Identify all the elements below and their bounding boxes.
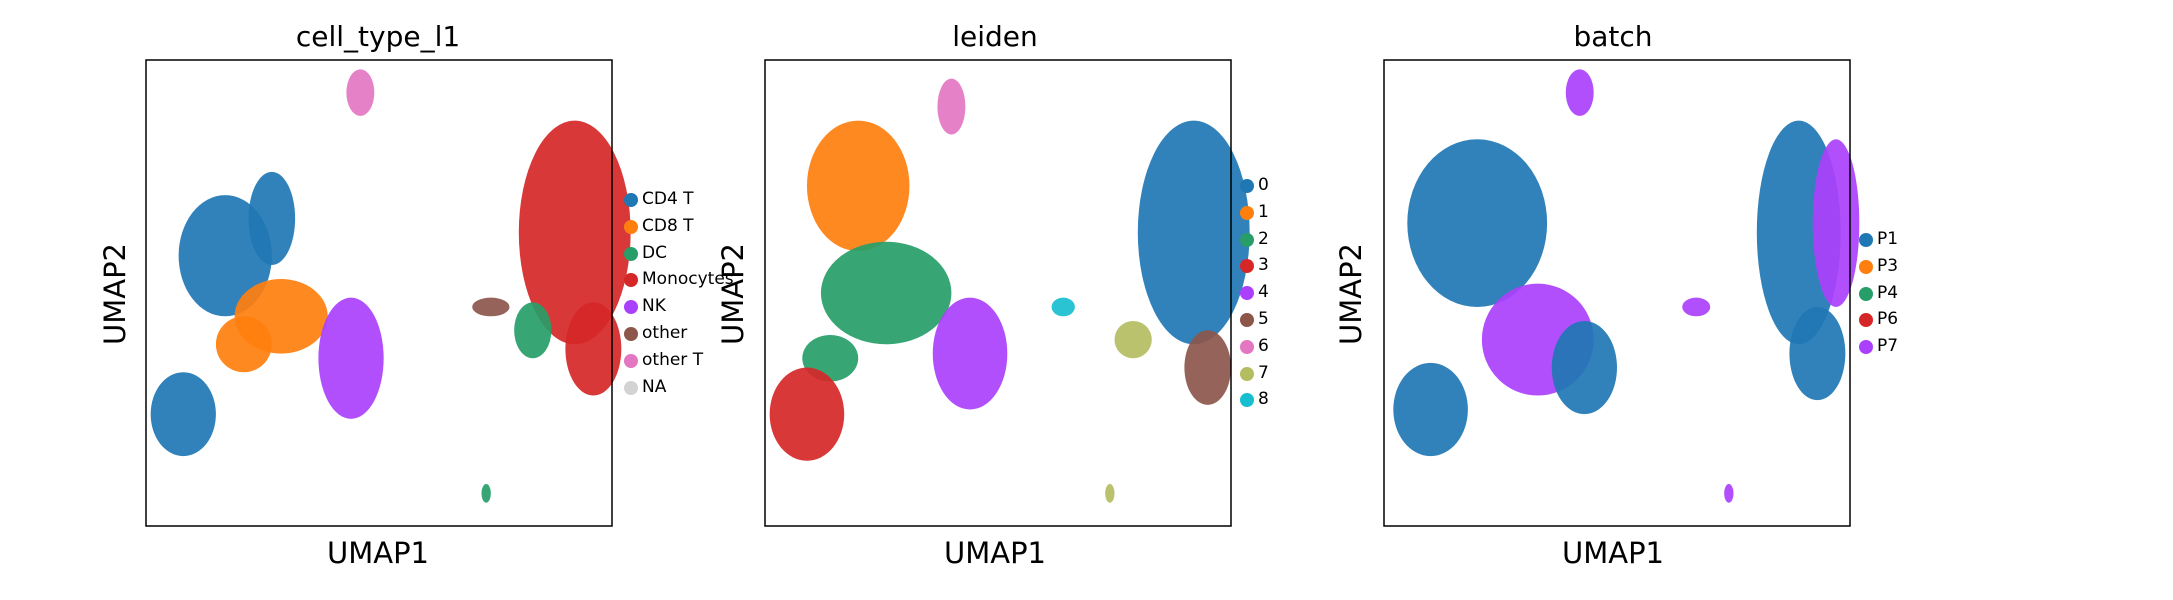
legend-marker-icon [624,326,638,341]
y-axis-label: UMAP2 [1334,242,1368,346]
legend-marker-icon [1240,286,1254,301]
legend-marker-icon [1859,233,1873,247]
cluster-point-cloud [1565,69,1594,116]
panel-title: cell_type_l1 [295,20,461,53]
legend-label: NA [642,376,667,397]
axes-frame [145,59,613,527]
panel-title: batch [1573,20,1653,53]
cluster-point-cloud [318,297,384,419]
legend-marker-icon [624,219,638,234]
panel-title: leiden [952,20,1038,53]
cluster-point-cloud [937,78,966,135]
cluster-point-cloud [150,372,216,457]
legend-label: P1 [1877,229,1899,249]
x-axis-label: UMAP1 [1561,536,1665,570]
legend-label: 3 [1258,255,1269,276]
legend-label: P3 [1877,255,1899,276]
legend-marker-icon [1240,232,1254,247]
cluster-point-cloud [1789,306,1846,401]
cluster-point-cloud [346,69,375,116]
cluster-point-cloud [565,302,622,396]
legend-label: DC [642,242,667,263]
cluster-point-cloud [1184,330,1231,405]
legend-marker-icon [1240,393,1254,408]
legend-marker-icon [624,273,638,288]
legend-label: P7 [1877,336,1899,357]
legend-label: 0 [1258,175,1269,195]
legend-marker-icon [624,300,638,315]
cluster-point-cloud [178,195,272,317]
legend-marker-icon [1859,259,1873,274]
x-axis-label: UMAP1 [326,536,430,570]
legend-marker-icon [1859,286,1873,301]
umap-plot-leiden [764,59,1250,527]
legend-marker-icon [1859,313,1873,328]
cluster-point-cloud [1407,139,1548,307]
cluster-point-cloud [1682,297,1711,317]
legend-marker-icon [1859,340,1873,355]
cluster-point-cloud [248,171,296,266]
legend-marker-icon [1240,339,1254,354]
legend-marker-icon [1240,179,1254,193]
legend-marker-icon [624,353,638,368]
cluster-point-cloud [481,484,491,503]
legend-label: 8 [1258,389,1269,410]
legend-label: Monocytes [642,269,734,290]
legend-marker-icon [624,193,638,207]
cluster-point-cloud [820,241,952,345]
legend-marker-icon [624,380,638,395]
cluster-point-cloud [472,297,510,317]
legend-label: CD4 T [642,189,694,209]
legend-label: 5 [1258,308,1269,329]
legend-marker-icon [1240,312,1254,327]
legend-label: 4 [1258,282,1269,303]
cluster-point-cloud [1724,484,1734,503]
legend-label: 6 [1258,335,1269,356]
cluster-point-cloud [514,302,552,359]
legend-marker-icon [624,246,638,261]
legend-marker-icon [1240,205,1254,220]
axes-frame [764,59,1232,527]
legend-label: other T [642,349,704,370]
legend-label: P4 [1877,282,1899,303]
cluster-point-cloud [215,316,272,373]
cluster-point-cloud [1393,362,1468,457]
legend-label: 2 [1258,228,1269,249]
axes-frame [1383,59,1851,527]
cluster-point-cloud [1051,297,1075,317]
cluster-point-cloud [806,120,910,252]
cluster-point-cloud [1105,484,1115,503]
legend-marker-icon [1240,259,1254,274]
legend-label: 1 [1258,201,1269,222]
cluster-point-cloud [1551,320,1617,415]
cluster-point-cloud [1114,320,1152,359]
umap-plot-batch [1383,59,1860,527]
legend-label: other [642,322,688,343]
umap-plot-cell-type [145,59,631,527]
legend-label: P6 [1877,309,1899,330]
x-axis-label: UMAP1 [943,536,1047,570]
legend-label: 7 [1258,362,1269,383]
legend-label: NK [642,296,666,317]
legend-label: CD8 T [642,215,694,236]
legend-marker-icon [1240,366,1254,381]
cluster-point-cloud [932,297,1008,410]
cluster-point-cloud [769,367,845,461]
cluster-point-cloud [518,120,631,345]
cluster-point-cloud [1137,120,1250,345]
cluster-point-cloud [1812,139,1860,307]
